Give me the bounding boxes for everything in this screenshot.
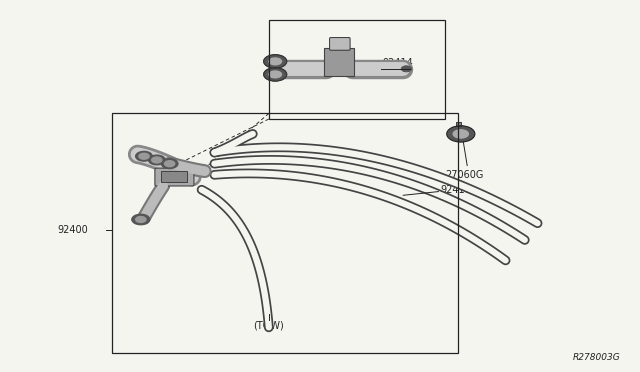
Circle shape (136, 151, 152, 161)
Text: 27060G: 27060G (445, 170, 483, 180)
Text: 92414: 92414 (383, 58, 413, 68)
Circle shape (136, 217, 146, 222)
Text: (TOW): (TOW) (253, 321, 284, 331)
Circle shape (148, 155, 165, 165)
Text: 92400: 92400 (58, 225, 88, 235)
Circle shape (164, 161, 175, 167)
Circle shape (139, 153, 149, 159)
Circle shape (268, 57, 282, 65)
Circle shape (447, 126, 475, 142)
Bar (324, 48, 354, 76)
Circle shape (452, 129, 469, 139)
Bar (456, 122, 461, 126)
Bar (161, 171, 187, 182)
Circle shape (264, 68, 287, 81)
Circle shape (161, 159, 178, 169)
Circle shape (152, 157, 162, 163)
Circle shape (264, 55, 287, 68)
Circle shape (401, 66, 412, 72)
Text: R278003G: R278003G (573, 353, 621, 362)
Bar (269, 20, 445, 119)
Bar (112, 113, 458, 353)
Text: 92410: 92410 (440, 186, 471, 195)
FancyBboxPatch shape (330, 38, 350, 50)
FancyBboxPatch shape (155, 168, 194, 186)
Circle shape (268, 70, 282, 78)
Circle shape (132, 214, 150, 225)
